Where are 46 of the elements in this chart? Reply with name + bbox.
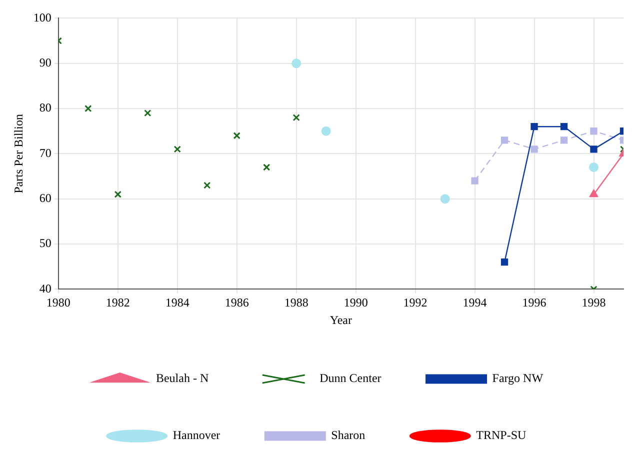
x-tick-label: 1990 [344, 296, 368, 310]
legend-label: Dunn Center [320, 371, 382, 386]
point [560, 123, 568, 130]
point [471, 177, 478, 184]
y-tick-label: 100 [33, 10, 52, 24]
point [530, 146, 538, 153]
point [590, 128, 598, 135]
legend-label: Beulah - N [156, 371, 209, 386]
point [530, 123, 538, 130]
point [590, 146, 598, 153]
legend-label: Fargo NW [492, 371, 544, 386]
point [84, 104, 92, 112]
y-tick-label: 50 [39, 236, 52, 250]
point [233, 132, 240, 140]
point [174, 146, 181, 153]
x-tick-label: 1986 [224, 296, 249, 310]
x-tick-label: 1982 [106, 296, 130, 310]
point [263, 164, 270, 171]
y-tick-label: 70 [39, 146, 52, 160]
x-tick-label: 1988 [284, 296, 308, 310]
legend-label: Sharon [331, 428, 366, 442]
x-tick-label: 1992 [403, 296, 428, 310]
point [500, 258, 508, 266]
point [292, 114, 300, 122]
legend-label: Hannover [172, 428, 220, 442]
x-tick-label: 1994 [462, 296, 487, 310]
point [500, 136, 508, 144]
point [114, 190, 122, 198]
x-axis-title: Year [330, 312, 352, 327]
x-tick-label: 1996 [522, 296, 546, 310]
point [144, 109, 152, 117]
point [589, 162, 599, 172]
x-tick-label: 1998 [582, 296, 606, 310]
legend-label: TRNP-SU [476, 428, 526, 442]
point [321, 126, 331, 136]
point [204, 182, 211, 189]
y-tick-label: 90 [39, 56, 52, 70]
x-tick-label: 1980 [46, 296, 70, 310]
point [560, 136, 568, 144]
x-tick-label: 1984 [165, 296, 190, 310]
y-axis-title: Parts Per Billion [11, 114, 26, 194]
point [440, 194, 450, 204]
y-tick-label: 60 [39, 191, 52, 206]
y-tick-label: 80 [39, 100, 52, 115]
y-tick-label: 40 [39, 281, 52, 296]
point [292, 58, 302, 68]
